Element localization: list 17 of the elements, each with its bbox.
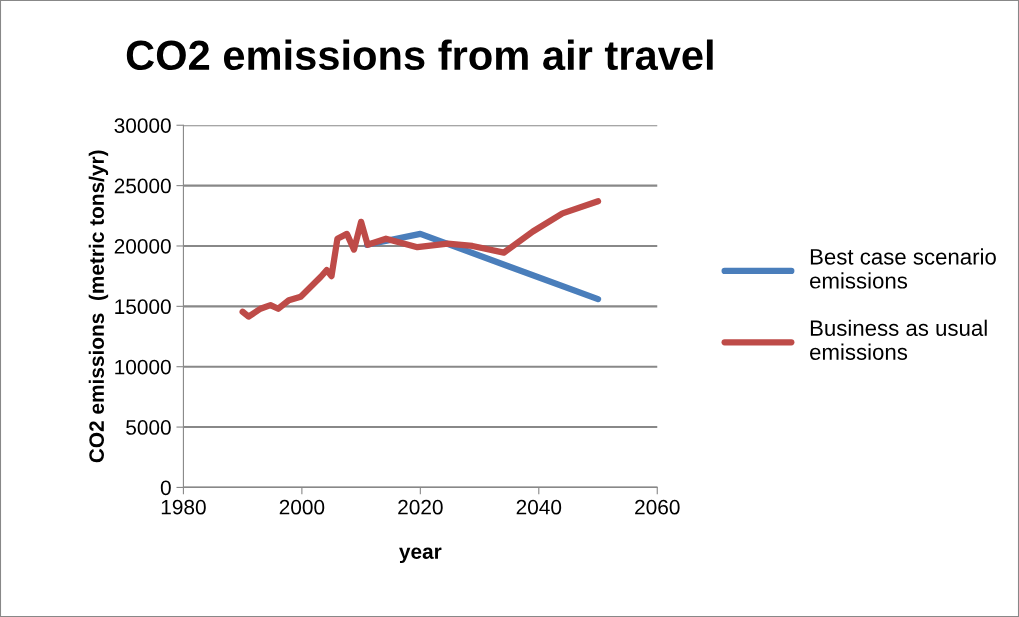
legend-label: Best case scenario emissions (810, 248, 996, 289)
y-tick-label: 15000 (115, 299, 171, 315)
x-tick-label: 2040 (516, 499, 562, 515)
y-tick-label: 10000 (115, 359, 171, 375)
y-tick-label: 0 (160, 480, 171, 496)
y-tick-label: 25000 (114, 178, 171, 194)
y-tick-label: 20000 (114, 238, 171, 254)
y-axis-title: CO2 emissions (metric tons/yr) (88, 150, 109, 463)
x-tick-label: 1980 (161, 499, 206, 515)
y-tick-label: 5000 (126, 420, 171, 435)
x-tick-label: 2020 (398, 499, 443, 515)
chart-title: CO2 emissions from air travel (126, 39, 713, 71)
y-tick-label: 30000 (114, 118, 171, 133)
x-axis-title: year (399, 547, 442, 564)
x-tick-label: 2000 (279, 499, 325, 515)
legend-label: Business as usual emissions (810, 319, 987, 360)
x-tick-label: 2060 (635, 499, 680, 515)
